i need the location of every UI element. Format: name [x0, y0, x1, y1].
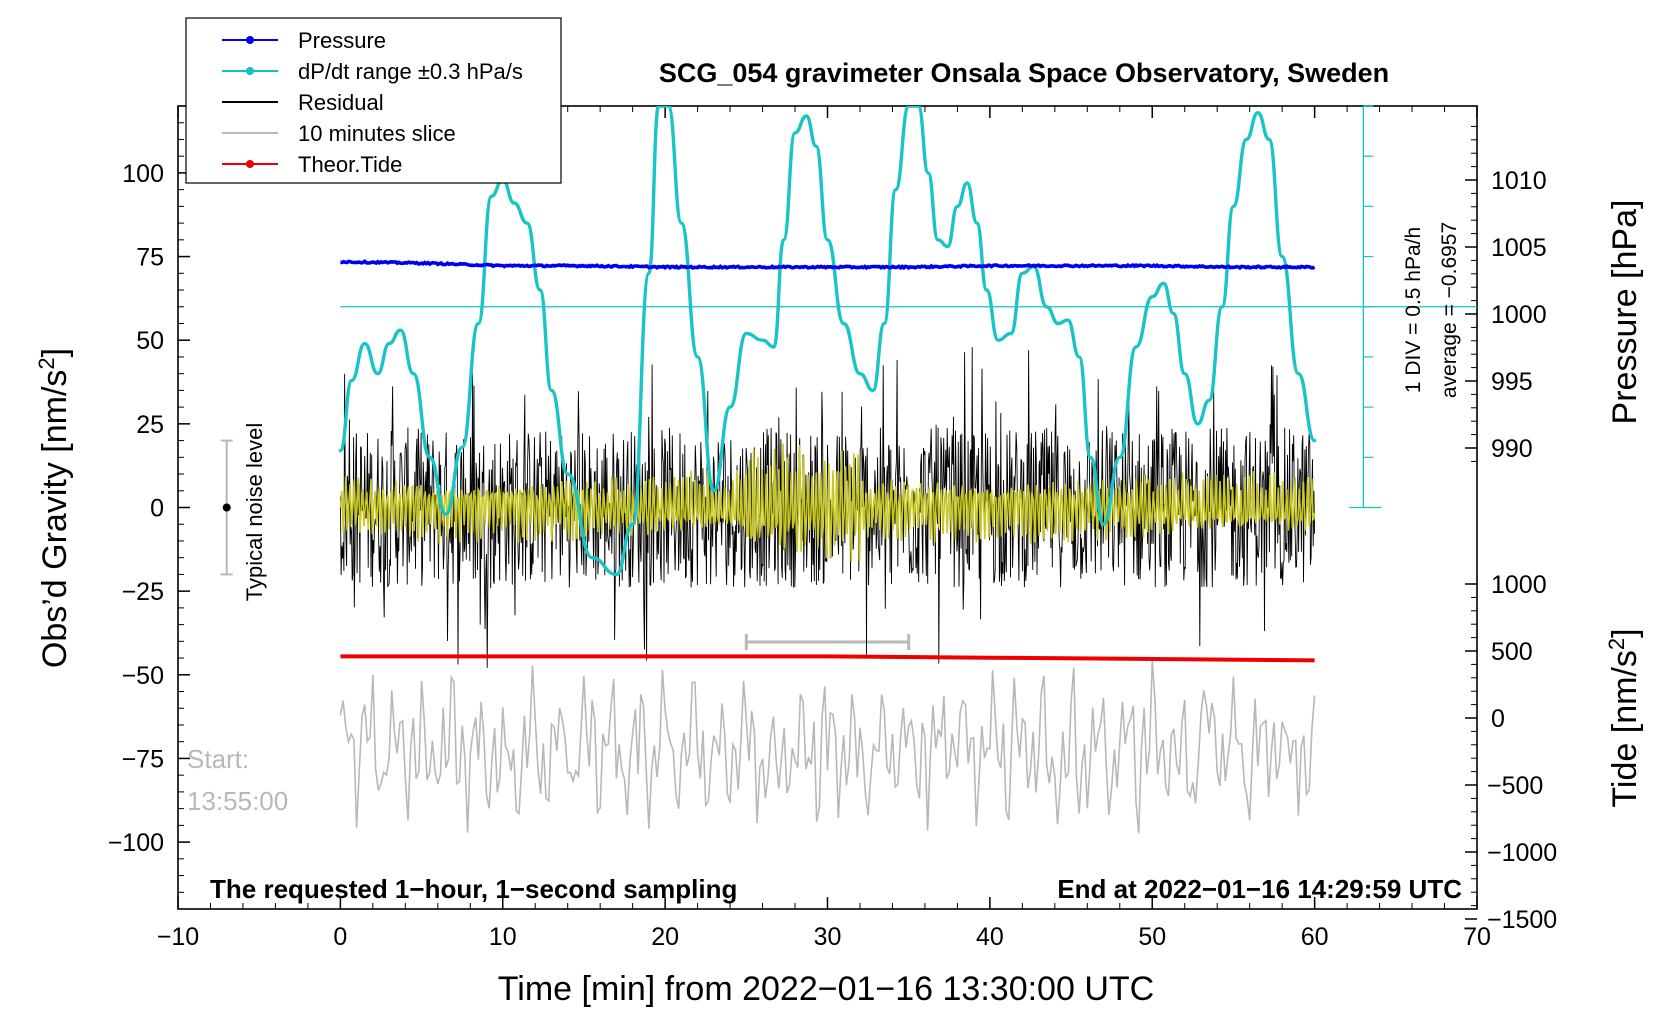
- legend-marker: [246, 36, 254, 44]
- start-label: Start:: [187, 744, 249, 774]
- y-tick-label: 100: [122, 160, 164, 188]
- pressure-tick-label: 1000: [1491, 301, 1547, 329]
- y-tick-label: −50: [122, 662, 164, 690]
- pressure-tick-label: 995: [1491, 368, 1533, 396]
- axis-ticks: −10 0 10 20 30 40 50 60 701007550250−25−50−75−10…: [108, 106, 1557, 951]
- smoothed-line: [339, 443, 1316, 562]
- legend-label: Pressure: [298, 28, 386, 53]
- tide-tick-label: −1500: [1487, 906, 1557, 934]
- legend-label: dP/dt range ±0.3 hPa/s: [298, 59, 523, 84]
- x-tick-label: 20: [651, 923, 679, 951]
- chart-title: SCG_054 gravimeter Onsala Space Observat…: [659, 58, 1389, 88]
- x-tick-label: 50: [1138, 923, 1166, 951]
- noise-center-dot: [222, 503, 231, 512]
- pressure-axis-label: Pressure [hPa]: [1606, 200, 1644, 425]
- x-axis-label: Time [min] from 2022−01−16 13:30:00 UTC: [498, 970, 1154, 1008]
- y-tick-label: −100: [108, 829, 164, 857]
- div-label: 1 DIV = 0.5 hPa/h: [1402, 227, 1425, 393]
- x-tick-label: 60: [1301, 923, 1329, 951]
- tide-tick-label: 500: [1491, 638, 1533, 666]
- legend-label: Residual: [298, 90, 384, 115]
- legend-marker: [246, 160, 254, 168]
- y-tick-label: 25: [136, 411, 164, 439]
- x-tick-label: 0: [333, 923, 347, 951]
- end-time-note: End at 2022−01−16 14:29:59 UTC: [1057, 874, 1462, 904]
- legend: Pressure dP/dt range ±0.3 hPa/s Residual 10…: [185, 17, 562, 184]
- x-tick-label: 70: [1463, 923, 1491, 951]
- tide-line: [340, 654, 1315, 663]
- pressure-tick-label: 1010: [1491, 167, 1547, 195]
- x-tick-label: −10: [157, 923, 199, 951]
- tide-series: [340, 654, 1315, 663]
- x-tick-label: 10: [489, 923, 517, 951]
- pressure-tick-label: 1005: [1491, 234, 1547, 262]
- slice-series: [339, 634, 1316, 834]
- tide-tick-label: −1000: [1487, 839, 1557, 867]
- legend-label: Theor.Tide: [298, 152, 402, 177]
- y-tick-label: −75: [122, 745, 164, 773]
- start-time: 13:55:00: [187, 786, 288, 816]
- y-tick-label: −25: [122, 578, 164, 606]
- average-label: average = −0.6957: [1438, 222, 1461, 398]
- pressure-series: [340, 258, 1316, 271]
- y-tick-label: 75: [136, 244, 164, 272]
- legend-marker: [246, 67, 254, 75]
- annotations: [220, 105, 1477, 576]
- y-axis-label: Obs’d Gravity [nm/s2]: [34, 348, 74, 668]
- x-tick-label: 40: [976, 923, 1004, 951]
- x-tick-label: 30: [814, 923, 842, 951]
- y-tick-label: 50: [136, 327, 164, 355]
- y-tick-label: 0: [150, 495, 164, 523]
- residual-line: [339, 347, 1316, 668]
- tide-axis-label: Tide [nm/s2]: [1604, 628, 1644, 807]
- tide-tick-label: 1000: [1491, 571, 1547, 599]
- dpdt-series: [338, 106, 1317, 577]
- residual-series: [339, 347, 1316, 668]
- tide-tick-label: −500: [1487, 772, 1543, 800]
- legend-label: 10 minutes slice: [298, 121, 456, 146]
- pressure-line: [340, 258, 1316, 271]
- dpdt-line: [338, 106, 1317, 577]
- sampling-note: The requested 1−hour, 1−second sampling: [210, 874, 737, 904]
- noise-label: Typical noise level: [242, 423, 267, 602]
- legend-box: [185, 17, 562, 184]
- pressure-tick-label: 990: [1491, 435, 1533, 463]
- smoothed-series: [339, 443, 1316, 562]
- slice-line: [339, 659, 1316, 834]
- tide-tick-label: 0: [1491, 705, 1505, 733]
